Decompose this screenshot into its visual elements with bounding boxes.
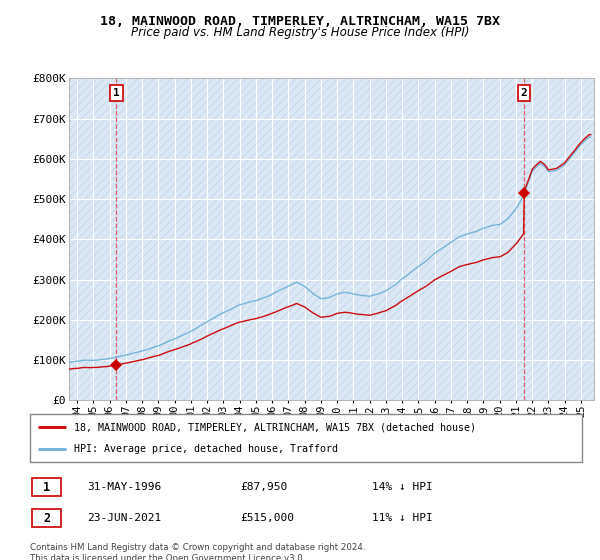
FancyBboxPatch shape [30, 414, 582, 462]
FancyBboxPatch shape [32, 509, 61, 527]
Text: 1: 1 [43, 480, 50, 494]
Text: 14% ↓ HPI: 14% ↓ HPI [372, 482, 433, 492]
Text: 11% ↓ HPI: 11% ↓ HPI [372, 513, 433, 523]
Text: HPI: Average price, detached house, Trafford: HPI: Average price, detached house, Traf… [74, 444, 338, 454]
Text: Contains HM Land Registry data © Crown copyright and database right 2024.
This d: Contains HM Land Registry data © Crown c… [30, 543, 365, 560]
Text: 18, MAINWOOD ROAD, TIMPERLEY, ALTRINCHAM, WA15 7BX: 18, MAINWOOD ROAD, TIMPERLEY, ALTRINCHAM… [100, 15, 500, 28]
Text: 18, MAINWOOD ROAD, TIMPERLEY, ALTRINCHAM, WA15 7BX (detached house): 18, MAINWOOD ROAD, TIMPERLEY, ALTRINCHAM… [74, 422, 476, 432]
Text: Price paid vs. HM Land Registry's House Price Index (HPI): Price paid vs. HM Land Registry's House … [131, 26, 469, 39]
FancyBboxPatch shape [32, 478, 61, 496]
Text: £87,950: £87,950 [240, 482, 287, 492]
Text: 1: 1 [113, 88, 120, 98]
Text: 31-MAY-1996: 31-MAY-1996 [87, 482, 161, 492]
Text: 23-JUN-2021: 23-JUN-2021 [87, 513, 161, 523]
Text: £515,000: £515,000 [240, 513, 294, 523]
Text: 2: 2 [43, 511, 50, 525]
Text: 2: 2 [520, 88, 527, 98]
